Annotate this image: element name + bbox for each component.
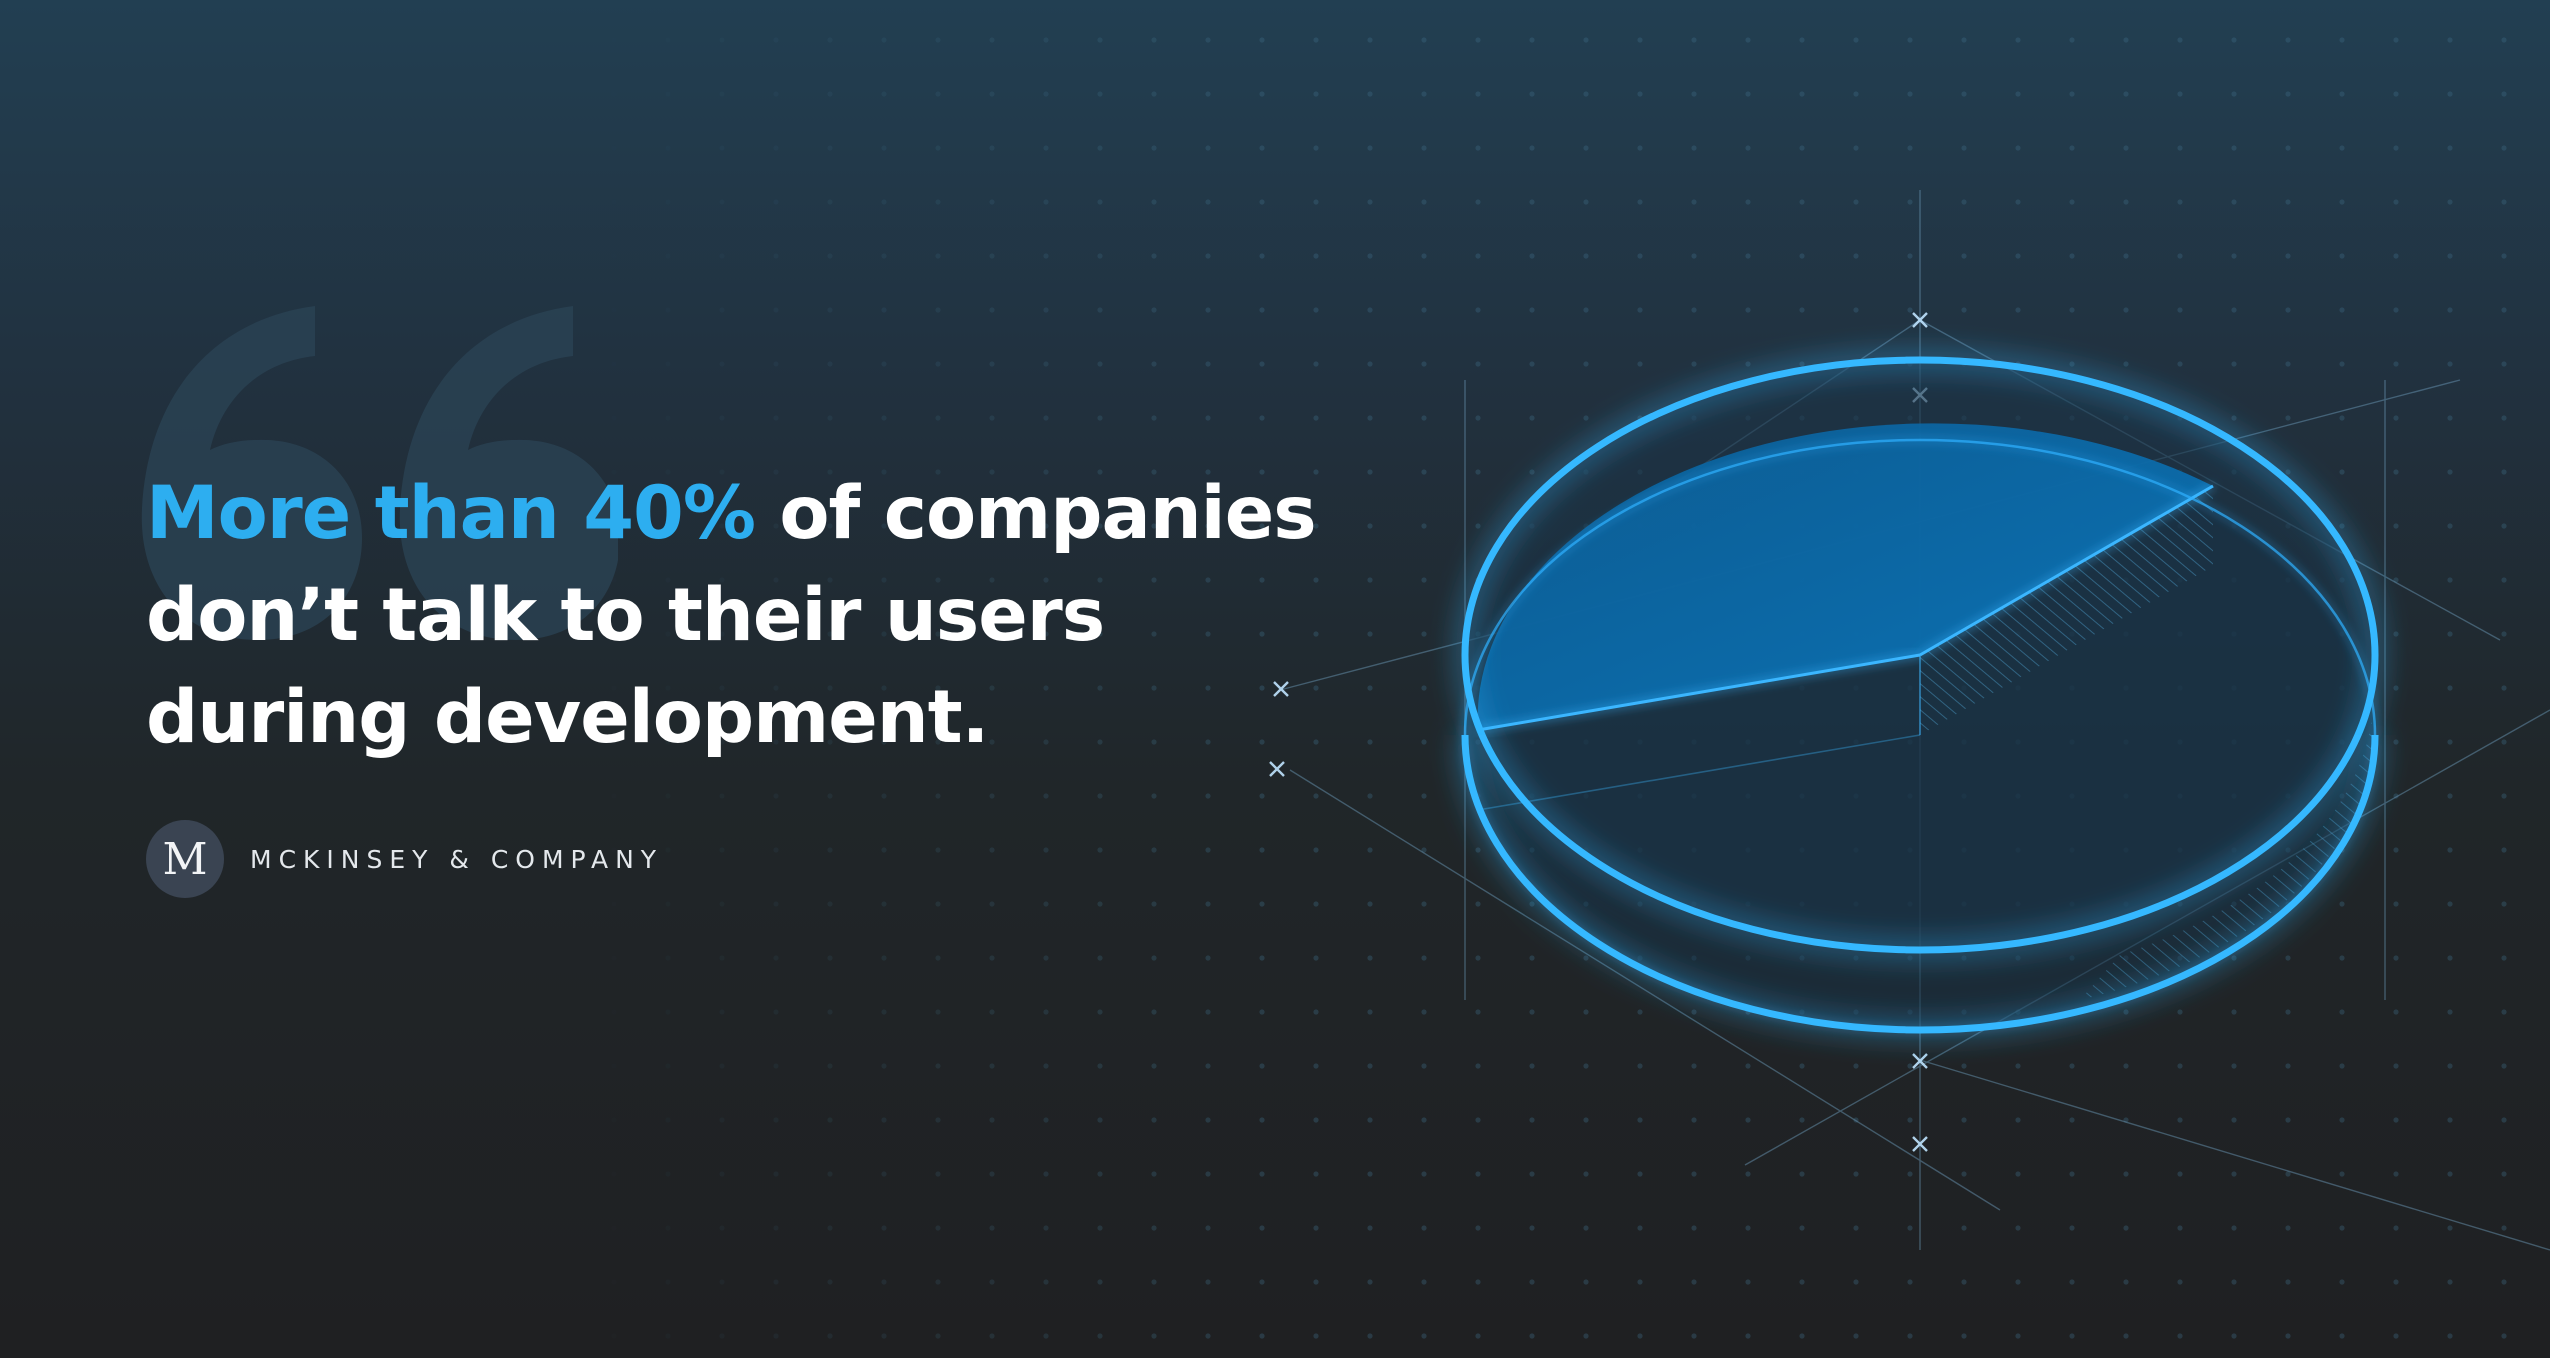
source-name: MCKINSEY & COMPANY [250, 844, 664, 874]
quote-body: of companies don’t talk to their users d… [146, 471, 1317, 760]
quote-text: More than 40% of companies don’t talk to… [146, 463, 1386, 769]
pie-slice-highlight [1477, 423, 2213, 730]
pie-chart-illustration [1269, 190, 2550, 1251]
source-avatar: M [146, 820, 224, 898]
quote-highlight: More than 40% [146, 471, 756, 556]
pie-disk [1461, 356, 2379, 1034]
open-quote-icon [141, 306, 618, 640]
quote-source: M MCKINSEY & COMPANY [146, 820, 663, 898]
